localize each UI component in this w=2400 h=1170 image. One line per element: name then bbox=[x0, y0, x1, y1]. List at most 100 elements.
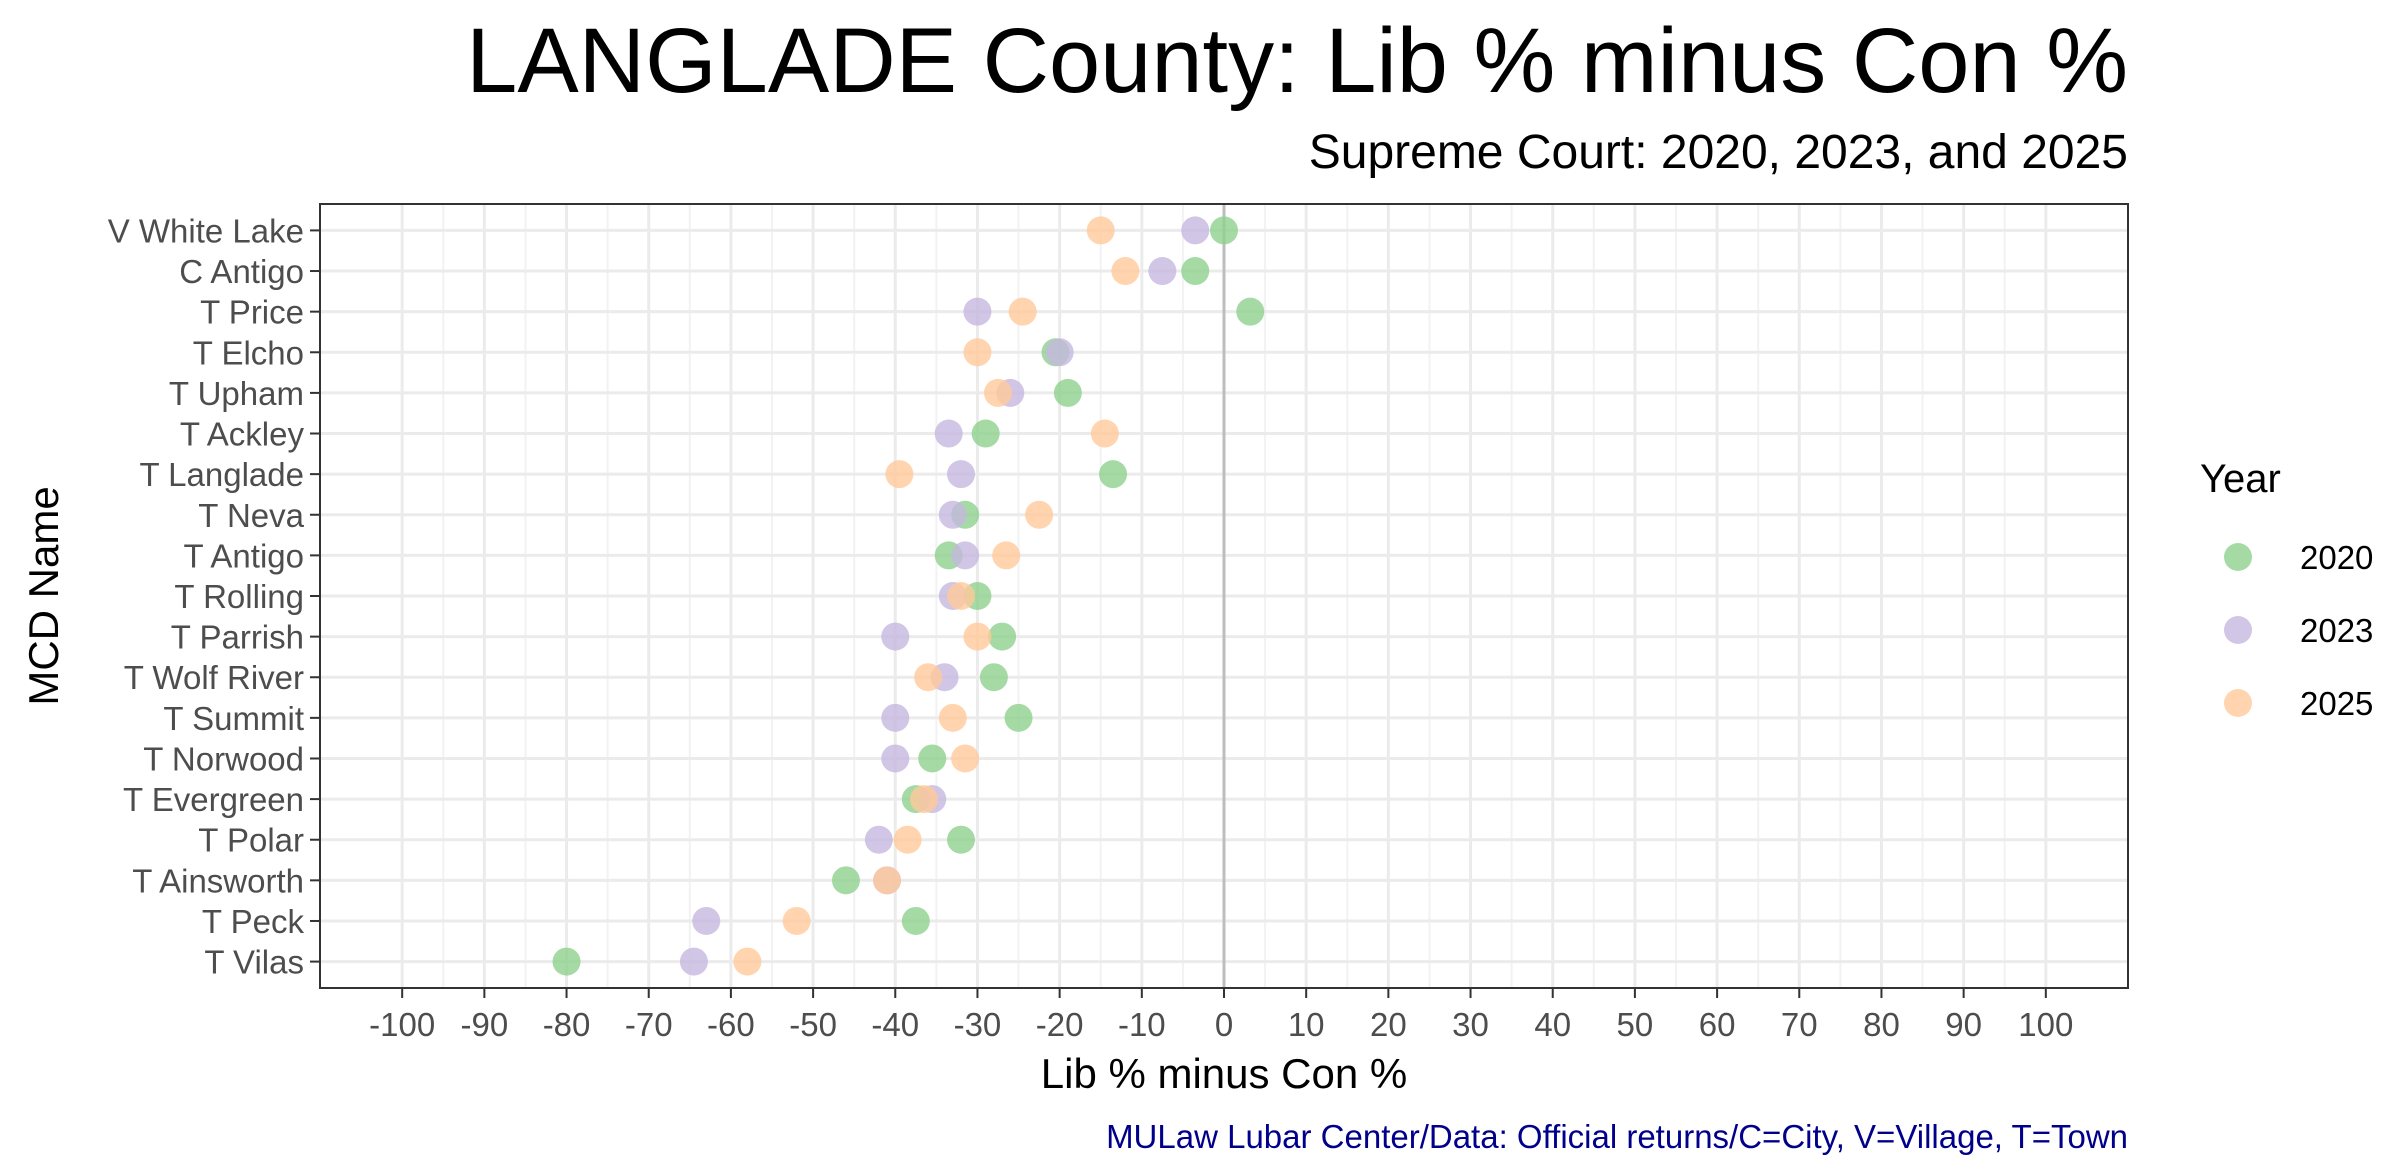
point-2025-t-peck bbox=[782, 906, 811, 935]
point-2025-t-neva bbox=[1025, 500, 1054, 529]
point-2023-v-white-lake bbox=[1181, 216, 1210, 245]
point-2025-c-antigo bbox=[1111, 257, 1140, 286]
y-axis-title: MCD Name bbox=[20, 486, 67, 705]
point-2020-t-langlade bbox=[1099, 460, 1128, 489]
legend-label-2023: 2023 bbox=[2300, 612, 2373, 649]
y-tick-label: T Langlade bbox=[139, 456, 304, 493]
point-2020-v-white-lake bbox=[1210, 216, 1238, 245]
y-tick-label: C Antigo bbox=[179, 253, 304, 290]
point-2020-t-ackley bbox=[971, 419, 1000, 448]
x-tick-label: 0 bbox=[1215, 1006, 1233, 1043]
point-2023-t-ackley bbox=[934, 419, 963, 448]
x-tick-label: 40 bbox=[1534, 1006, 1571, 1043]
legend-key-2020 bbox=[2224, 543, 2252, 571]
point-2020-t-parrish bbox=[988, 622, 1017, 651]
point-2025-v-white-lake bbox=[1086, 216, 1115, 245]
x-tick-label: 70 bbox=[1781, 1006, 1818, 1043]
x-tick-label: 30 bbox=[1452, 1006, 1489, 1043]
point-2025-t-parrish bbox=[963, 622, 992, 651]
x-tick-label: -100 bbox=[369, 1006, 435, 1043]
x-tick-label: -60 bbox=[707, 1006, 755, 1043]
point-2025-t-antigo bbox=[992, 541, 1021, 570]
y-tick-label: T Ainsworth bbox=[132, 862, 304, 899]
x-axis-ticks: -100 -90 -80 -70 -60 -50 -40 -30 -20 -10 0 10 20 30 40… bbox=[369, 988, 2073, 1043]
point-2023-t-price bbox=[963, 297, 992, 326]
x-tick-label: -30 bbox=[954, 1006, 1002, 1043]
legend-key-2023 bbox=[2224, 616, 2252, 644]
point-2023-t-parrish bbox=[881, 622, 910, 651]
caption: MULaw Lubar Center/Data: Official return… bbox=[1106, 1118, 2128, 1155]
point-2023-t-peck bbox=[692, 906, 721, 935]
point-2023-t-norwood bbox=[881, 744, 910, 773]
x-tick-label: 60 bbox=[1699, 1006, 1736, 1043]
point-2023-t-vilas bbox=[679, 947, 708, 976]
point-2025-t-summit bbox=[938, 703, 967, 732]
y-tick-label: T Polar bbox=[198, 822, 304, 859]
point-2020-t-price bbox=[1236, 297, 1265, 326]
y-tick-label: T Peck bbox=[202, 903, 305, 940]
point-2025-t-upham bbox=[984, 378, 1012, 407]
point-2023-t-antigo bbox=[951, 541, 980, 570]
x-tick-label: 90 bbox=[1945, 1006, 1982, 1043]
y-tick-label: T Ackley bbox=[180, 416, 305, 453]
point-2025-t-vilas bbox=[733, 947, 762, 976]
point-2025-t-polar bbox=[893, 825, 922, 854]
y-tick-label: T Neva bbox=[198, 497, 304, 534]
legend-items: 2020 2023 2025 bbox=[2224, 539, 2373, 722]
point-2020-t-polar bbox=[947, 825, 976, 854]
y-tick-label: T Rolling bbox=[174, 578, 304, 615]
point-2025-t-evergreen bbox=[910, 785, 939, 814]
point-2020-t-ainsworth bbox=[831, 866, 860, 895]
x-tick-label: 20 bbox=[1370, 1006, 1407, 1043]
y-tick-label: T Price bbox=[200, 294, 304, 331]
x-tick-label: 100 bbox=[2018, 1006, 2073, 1043]
point-2020-c-antigo bbox=[1181, 257, 1210, 286]
point-2025-t-ainsworth bbox=[873, 866, 902, 895]
point-2025-t-norwood bbox=[951, 744, 980, 773]
legend-label-2020: 2020 bbox=[2300, 539, 2373, 576]
x-tick-label: 10 bbox=[1288, 1006, 1325, 1043]
x-tick-label: -10 bbox=[1118, 1006, 1166, 1043]
point-2020-t-summit bbox=[1004, 703, 1033, 732]
legend-title: Year bbox=[2200, 457, 2281, 501]
point-2023-t-neva bbox=[938, 500, 967, 529]
y-tick-label: T Summit bbox=[163, 700, 304, 737]
point-2020-t-upham bbox=[1053, 378, 1082, 407]
y-tick-label: T Wolf River bbox=[124, 659, 304, 696]
y-tick-label: T Antigo bbox=[184, 537, 304, 574]
point-2025-t-ackley bbox=[1090, 419, 1119, 448]
legend: Year 2020 2023 2025 bbox=[2200, 457, 2373, 722]
point-2025-t-elcho bbox=[963, 338, 992, 367]
chart-subtitle: Supreme Court: 2020, 2023, and 2025 bbox=[1309, 126, 2128, 179]
point-2020-t-vilas bbox=[552, 947, 581, 976]
point-2020-t-norwood bbox=[918, 744, 947, 773]
point-2023-c-antigo bbox=[1148, 257, 1177, 286]
x-tick-label: -20 bbox=[1036, 1006, 1084, 1043]
y-tick-label: T Elcho bbox=[193, 334, 304, 371]
point-2023-t-polar bbox=[864, 825, 893, 854]
legend-label-2025: 2025 bbox=[2300, 685, 2373, 722]
x-tick-label: -90 bbox=[461, 1006, 509, 1043]
x-axis-title: Lib % minus Con % bbox=[1041, 1050, 1408, 1097]
y-tick-label: T Upham bbox=[169, 375, 304, 412]
y-tick-label: T Vilas bbox=[204, 944, 304, 981]
y-tick-label: T Norwood bbox=[143, 740, 304, 777]
point-2020-t-wolf-river bbox=[979, 663, 1008, 692]
x-tick-label: -70 bbox=[625, 1006, 673, 1043]
x-tick-label: -50 bbox=[789, 1006, 837, 1043]
point-2025-t-rolling bbox=[947, 582, 976, 610]
y-tick-label: T Parrish bbox=[171, 619, 304, 656]
point-2025-t-price bbox=[1008, 297, 1037, 326]
legend-key-2025 bbox=[2224, 689, 2252, 717]
point-2023-t-summit bbox=[881, 703, 910, 732]
y-tick-label: V White Lake bbox=[108, 212, 304, 249]
y-tick-label: T Evergreen bbox=[123, 781, 304, 818]
point-2023-t-langlade bbox=[947, 460, 976, 489]
point-2025-t-wolf-river bbox=[914, 663, 943, 692]
data-points bbox=[552, 216, 1265, 976]
x-tick-label: -80 bbox=[543, 1006, 591, 1043]
point-2025-t-langlade bbox=[885, 460, 914, 489]
x-tick-label: 80 bbox=[1863, 1006, 1900, 1043]
